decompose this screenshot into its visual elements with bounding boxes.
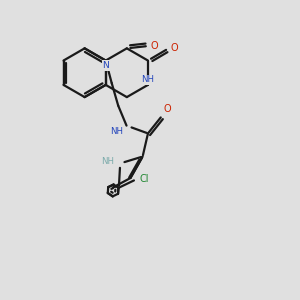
Text: O: O [164,104,171,114]
Text: N: N [102,61,109,70]
Text: Cl: Cl [140,174,149,184]
Text: NH: NH [101,157,114,166]
Text: NH: NH [110,128,123,136]
Text: O: O [170,44,178,53]
Text: O: O [150,41,158,51]
Text: NH: NH [141,75,154,84]
